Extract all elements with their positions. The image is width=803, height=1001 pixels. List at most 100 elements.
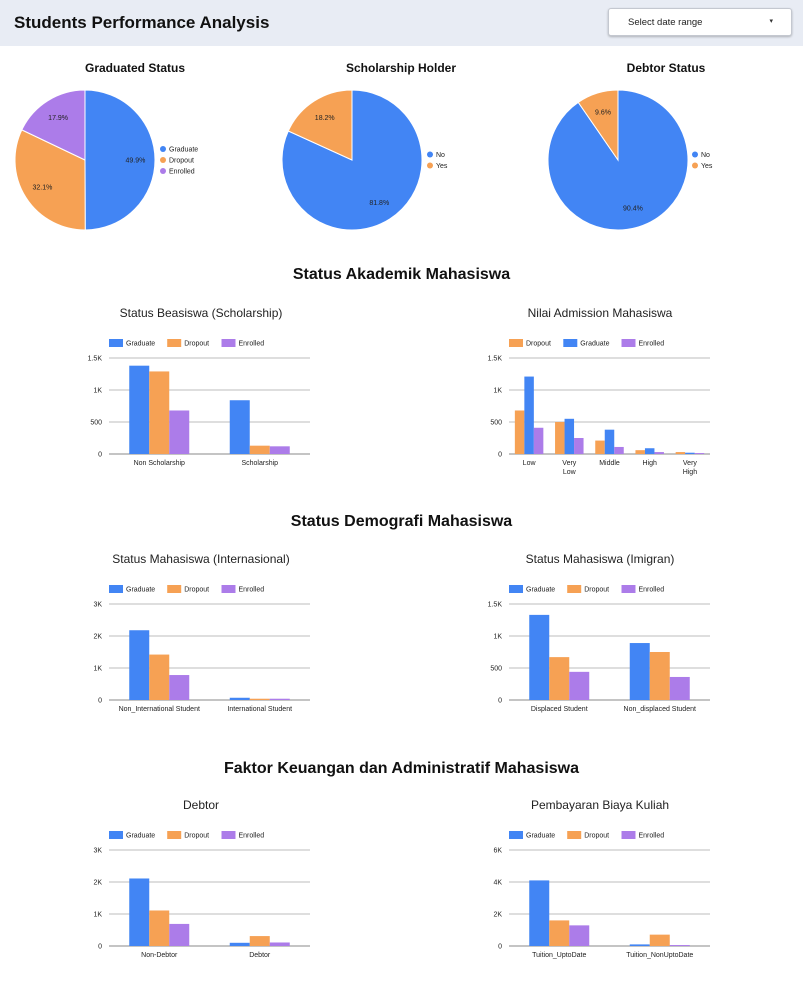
x-tick-label: Very: [683, 460, 698, 467]
y-tick-label: 2K: [93, 880, 102, 887]
bar[interactable]: [614, 446, 624, 454]
bar[interactable]: [229, 400, 250, 454]
bar[interactable]: [149, 654, 170, 700]
y-tick-label: 0: [498, 452, 502, 459]
legend-label: Dropout: [584, 833, 609, 840]
dropdown-caret-icon: ▾: [769, 18, 773, 25]
bar[interactable]: [669, 676, 690, 700]
legend-label: Graduate: [526, 587, 555, 594]
bar[interactable]: [574, 438, 584, 454]
y-tick-label: 500: [90, 420, 102, 427]
y-tick-label: 1K: [93, 388, 102, 395]
legend-label: No: [701, 152, 710, 159]
legend-marker: [509, 339, 523, 347]
bar[interactable]: [533, 427, 544, 454]
legend-label: Dropout: [184, 341, 209, 348]
bar[interactable]: [524, 376, 534, 454]
legend-label: Enrolled: [639, 587, 665, 594]
legend-marker: [567, 831, 582, 839]
bar[interactable]: [129, 878, 150, 946]
bar[interactable]: [555, 422, 565, 454]
bar[interactable]: [669, 945, 690, 946]
legend-label: Dropout: [169, 158, 194, 165]
bar[interactable]: [569, 925, 590, 946]
pie-slice-label: 49.9%: [125, 157, 145, 164]
y-tick-label: 1.5K: [88, 356, 103, 363]
x-tick-label: Debtor: [249, 952, 271, 959]
legend-marker: [427, 151, 433, 158]
legend-marker: [221, 831, 236, 839]
bar[interactable]: [635, 450, 645, 454]
bar[interactable]: [569, 671, 590, 700]
legend-marker: [509, 831, 523, 839]
legend-label: Enrolled: [239, 833, 265, 840]
legend-marker: [692, 151, 698, 158]
date-range-selector[interactable]: Select date range ▾: [608, 8, 792, 36]
x-tick-label: Tuition_UptoDate: [532, 952, 586, 959]
bar[interactable]: [649, 652, 670, 700]
bar[interactable]: [169, 923, 190, 946]
bar[interactable]: [685, 452, 695, 454]
bar[interactable]: [249, 936, 270, 946]
y-tick-label: 1K: [493, 634, 502, 641]
bar[interactable]: [644, 448, 655, 454]
bar[interactable]: [595, 440, 605, 454]
legend-label: Yes: [436, 163, 448, 170]
bar[interactable]: [269, 942, 290, 946]
y-tick-label: 500: [490, 666, 502, 673]
legend-marker: [109, 585, 123, 593]
section-title-keuangan: Faktor Keuangan dan Administratif Mahasi…: [223, 760, 580, 777]
y-tick-label: 0: [98, 698, 102, 705]
bar[interactable]: [514, 410, 525, 454]
y-tick-label: 1K: [493, 388, 502, 395]
x-tick-label: Low: [563, 469, 577, 476]
pie-slice-label: 32.1%: [32, 184, 52, 191]
legend-label: Enrolled: [639, 341, 665, 348]
legend-label: Enrolled: [639, 833, 665, 840]
bar[interactable]: [529, 614, 550, 700]
y-tick-label: 2K: [493, 912, 502, 919]
bar[interactable]: [169, 675, 190, 700]
legend-marker: [563, 339, 578, 347]
bar[interactable]: [149, 371, 170, 454]
bar[interactable]: [129, 365, 150, 454]
bar[interactable]: [629, 643, 650, 700]
chart-title: Debtor Status: [627, 61, 706, 75]
bar[interactable]: [549, 920, 570, 946]
bar[interactable]: [649, 934, 670, 946]
bar[interactable]: [564, 418, 575, 454]
bar-chart-beasiswa: Status Beasiswa (Scholarship) Graduate Dro…: [88, 306, 310, 467]
bar[interactable]: [129, 630, 150, 700]
section-title-demografi: Status Demografi Mahasiswa: [290, 513, 513, 530]
pie-chart-debtor_status: Debtor Status 90.4% 9.6% No Yes: [547, 61, 713, 231]
bar[interactable]: [549, 657, 570, 700]
bar[interactable]: [169, 410, 190, 454]
pie-slice[interactable]: [577, 89, 619, 162]
bar-chart-debtor: Debtor Graduate Dropout Enrolled 0 1K 2K 3K Non-…: [93, 798, 310, 959]
legend-label: No: [436, 152, 445, 159]
bar[interactable]: [629, 944, 650, 946]
bar[interactable]: [229, 697, 250, 700]
bar[interactable]: [654, 452, 664, 454]
bar[interactable]: [229, 942, 250, 946]
bar[interactable]: [269, 446, 290, 454]
bar[interactable]: [529, 880, 550, 946]
pie-slice-label: 18.2%: [315, 115, 335, 122]
pie-slice-label: 90.4%: [623, 206, 643, 213]
bar[interactable]: [604, 429, 615, 454]
pie-slice[interactable]: [287, 89, 353, 161]
bar[interactable]: [675, 452, 686, 454]
bar[interactable]: [149, 910, 170, 946]
legend-marker: [621, 585, 636, 593]
bar[interactable]: [694, 453, 705, 454]
legend-marker: [160, 168, 166, 174]
chart-title: Nilai Admission Mahasiswa: [528, 306, 673, 320]
bar-chart-imigran: Status Mahasiswa (Imigran) Graduate Dropou…: [488, 552, 710, 713]
chart-title: Debtor: [183, 798, 219, 812]
pie-slice[interactable]: [84, 89, 156, 231]
bar[interactable]: [249, 698, 270, 700]
pie-slice[interactable]: [14, 129, 86, 231]
pie-slice[interactable]: [21, 89, 86, 161]
bar[interactable]: [249, 445, 270, 454]
bar[interactable]: [269, 698, 290, 700]
